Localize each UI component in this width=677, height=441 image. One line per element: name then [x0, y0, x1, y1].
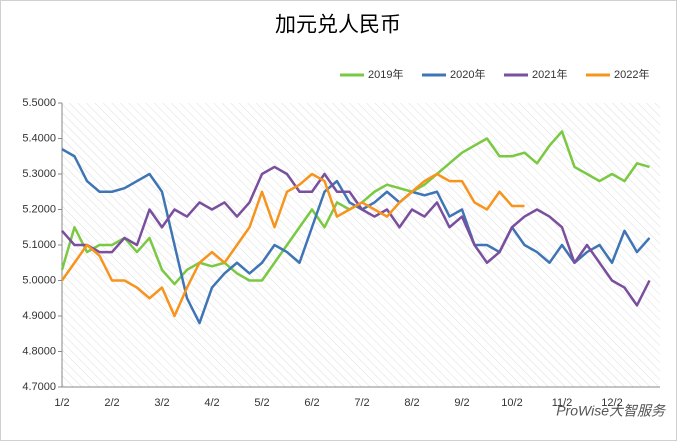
- x-tick-label: 3/2: [154, 397, 169, 409]
- x-tick-label: 11/2: [552, 397, 573, 409]
- series-line: [61, 165, 651, 307]
- x-tick-label: 6/2: [304, 397, 319, 409]
- y-tick-label: 4.9000: [22, 310, 56, 322]
- legend-label: 2021年: [532, 67, 567, 81]
- y-tick-label: 5.0000: [22, 274, 56, 286]
- watermark: ProWise大智服务: [556, 403, 666, 419]
- y-tick-label: 5.5000: [22, 97, 56, 109]
- x-tick-label: 12/2: [601, 397, 622, 409]
- y-tick-label: 5.3000: [22, 168, 56, 180]
- plot-area: [62, 103, 660, 387]
- x-tick-label: 5/2: [254, 397, 269, 409]
- series-line: [60, 172, 525, 318]
- legend-label: 2020年: [450, 67, 485, 81]
- y-tick-label: 4.7000: [22, 381, 56, 393]
- x-tick-label: 8/2: [404, 397, 419, 409]
- x-tick-label: 1/2: [54, 397, 69, 409]
- y-tick-label: 4.8000: [22, 345, 56, 357]
- x-tick-label: 9/2: [454, 397, 469, 409]
- x-tick-label: 4/2: [204, 397, 219, 409]
- x-tick-label: 10/2: [501, 397, 522, 409]
- legend-label: 2019年: [368, 67, 403, 81]
- x-tick-label: 7/2: [354, 397, 369, 409]
- y-tick-label: 5.2000: [22, 203, 56, 215]
- y-tick-label: 5.4000: [22, 132, 56, 144]
- x-tick-label: 2/2: [104, 397, 119, 409]
- chart-title: 加元兑人民币: [275, 13, 401, 37]
- legend-label: 2022年: [614, 67, 649, 81]
- y-tick-label: 5.1000: [22, 239, 56, 251]
